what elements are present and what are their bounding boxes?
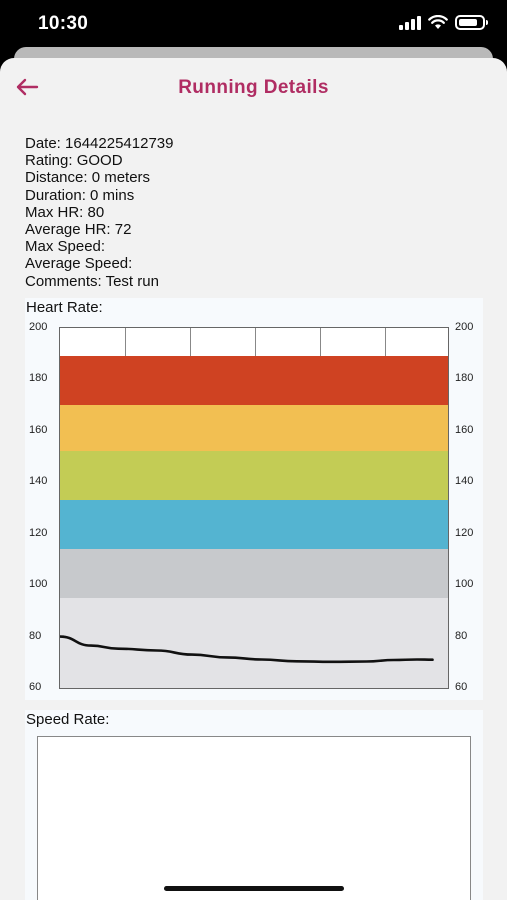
detail-comments: Comments: Test run [25, 272, 159, 290]
status-bar: 10:30 [0, 0, 507, 50]
detail-distance: Distance: 0 meters [25, 169, 151, 187]
y-axis-tick-label: 160 [29, 423, 48, 436]
y-axis-tick-label: 120 [455, 526, 474, 539]
detail-duration: Duration: 0 mins [25, 186, 135, 204]
heart-rate-card: Heart Rate: 200 200 180 180 160 160 140 140 120 1… [25, 298, 483, 700]
speed-rate-card: Speed Rate: [25, 710, 483, 900]
heart-rate-zone-band [60, 451, 448, 501]
y-axis-tick-label: 140 [29, 475, 48, 488]
run-details: Date: 1644225412739 Rating: GOOD Distanc… [25, 135, 173, 290]
heart-rate-series-line [60, 635, 434, 664]
heart-rate-label: Heart Rate: [26, 299, 103, 316]
heart-rate-zone-band [60, 598, 448, 688]
navigation-bar: Running Details [0, 58, 507, 118]
y-axis-tick-label: 140 [455, 475, 474, 488]
speed-rate-label: Speed Rate: [26, 711, 110, 728]
detail-date: Date: 1644225412739 [25, 135, 174, 152]
grid-line [255, 328, 256, 356]
y-axis-tick-label: 180 [455, 372, 474, 385]
cellular-signal-icon [399, 15, 421, 30]
y-axis-tick-label: 160 [455, 423, 474, 436]
grid-line [320, 328, 321, 356]
y-axis-tick-label: 60 [455, 681, 468, 693]
detail-average-hr: Average HR: 72 [25, 221, 132, 239]
home-indicator [164, 886, 344, 891]
running-details-sheet: Running Details Date: 1644225412739 Rati… [0, 58, 507, 900]
y-axis-tick-label: 180 [29, 372, 48, 385]
grid-line [190, 328, 191, 356]
y-axis-tick-label: 100 [29, 578, 48, 591]
grid-line [125, 328, 126, 356]
back-button[interactable] [14, 74, 40, 100]
detail-average-speed: Average Speed: [25, 255, 133, 273]
heart-rate-zone-band [60, 549, 448, 598]
heart-rate-zone-band [60, 500, 448, 550]
wifi-icon [428, 15, 448, 29]
y-axis-tick-label: 80 [455, 629, 468, 642]
y-axis-tick-label: 80 [29, 629, 42, 642]
y-axis-tick-label: 120 [29, 526, 48, 539]
heart-rate-zone-band [60, 405, 448, 452]
detail-max-speed: Max Speed: [25, 238, 106, 256]
status-icons [399, 15, 488, 30]
heart-rate-zone-band [60, 356, 448, 406]
heart-rate-chart [59, 327, 449, 689]
detail-max-hr: Max HR: 80 [25, 203, 105, 221]
grid-line [385, 328, 386, 356]
heart-rate-line-chart [60, 635, 434, 664]
y-axis-tick-label: 200 [29, 321, 48, 333]
y-axis-tick-label: 100 [455, 578, 474, 591]
chart-top-band [60, 328, 448, 356]
arrow-left-icon [16, 78, 39, 96]
page-title: Running Details [178, 77, 329, 98]
battery-icon [455, 15, 488, 30]
speed-rate-chart [37, 736, 471, 900]
detail-rating: Rating: GOOD [25, 152, 123, 170]
y-axis-tick-label: 200 [455, 321, 474, 333]
y-axis-tick-label: 60 [29, 681, 42, 693]
status-time: 10:30 [38, 13, 89, 34]
